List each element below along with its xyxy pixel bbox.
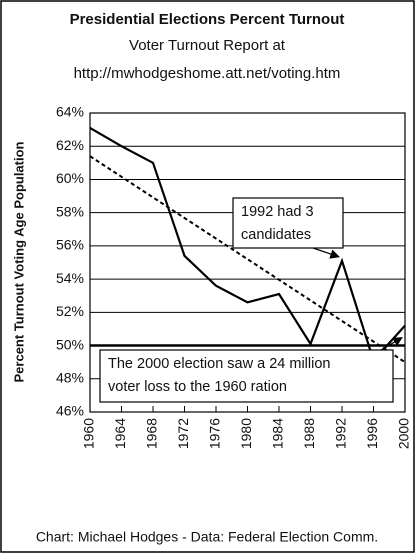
- plot-border: [89, 112, 406, 413]
- x-tick-label: 1964: [112, 418, 128, 449]
- y-tick-label: 60%: [56, 170, 84, 186]
- x-tick-label: 1968: [144, 418, 160, 449]
- annotation-arrow: [312, 247, 340, 259]
- annotation-box: [99, 349, 394, 403]
- y-tick-label: 62%: [56, 137, 84, 153]
- annotation-text: 1992 had 3: [241, 204, 314, 220]
- y-tick-label: 52%: [56, 303, 84, 319]
- y-tick-label: 58%: [56, 203, 84, 219]
- x-tick-label: 1980: [238, 418, 254, 449]
- x-tick-label: 1976: [207, 418, 223, 449]
- y-tick-label: 46%: [56, 403, 84, 419]
- y-tick-label: 48%: [56, 369, 84, 385]
- y-tick-label: 64%: [56, 104, 84, 120]
- footer: Chart: Michael Hodges - Data: Federal El…: [36, 529, 378, 545]
- annotation-box: [232, 197, 344, 249]
- y-tick-label: 54%: [56, 270, 84, 286]
- x-tick-label: 1988: [301, 418, 317, 449]
- annotation-text: voter loss to the 1960 ration: [108, 379, 287, 395]
- x-tick-label: 1972: [175, 418, 191, 449]
- annotation-text: candidates: [241, 227, 311, 243]
- subtitle: Voter Turnout Report at: [129, 37, 286, 54]
- y-tick-label: 56%: [56, 237, 84, 253]
- y-axis-label: Percent Turnout Voting Age Population: [11, 141, 26, 382]
- x-tick-label: 1992: [333, 418, 349, 449]
- chart-title: Presidential Elections Percent Turnout: [70, 11, 345, 28]
- x-tick-label: 2000: [396, 418, 412, 449]
- x-tick-label: 1984: [270, 418, 286, 449]
- data-line: [89, 126, 406, 363]
- annotation-text: The 2000 election saw a 24 million: [108, 356, 330, 372]
- y-tick-label: 50%: [56, 336, 84, 352]
- x-tick-label: 1996: [364, 418, 380, 449]
- subtitle: http://mwhodgeshome.att.net/voting.htm: [74, 65, 341, 82]
- annotation-arrow: [380, 337, 403, 351]
- x-tick-label: 1960: [81, 418, 97, 449]
